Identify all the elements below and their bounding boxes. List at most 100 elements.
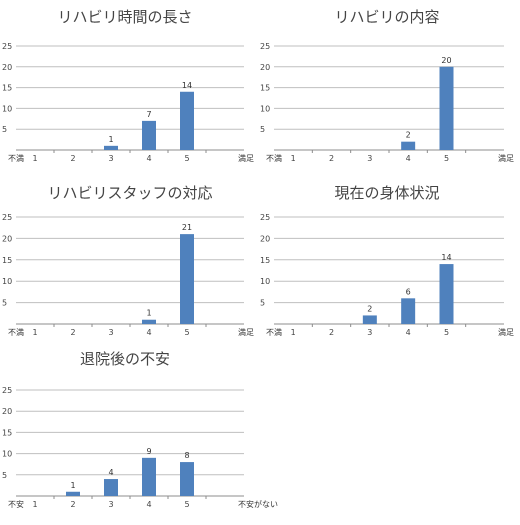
y-tick-label: 25: [2, 386, 12, 395]
scale-right-label: 不安がない: [238, 499, 278, 509]
chart-title: リハビリスタッフの対応: [47, 184, 212, 202]
y-tick-label: 10: [260, 104, 270, 113]
x-tick-label: 1: [32, 154, 37, 163]
chart-panel: 退院後の不安 5 10 15 20 25 1 2 1 3 4 4 9 5 8 不安 不安がない: [0, 345, 278, 525]
data-label: 14: [182, 81, 192, 90]
x-tick-label: 3: [367, 328, 372, 337]
data-label: 6: [406, 287, 411, 296]
chart-svg: 退院後の不安 5 10 15 20 25 1 2 1 3 4 4 9 5 8 不安 不安がない: [2, 350, 278, 509]
scale-left-label: 不満: [8, 328, 24, 337]
x-tick-label: 2: [70, 500, 75, 509]
chart-title: リハビリの内容: [334, 8, 439, 26]
x-tick-label: 4: [406, 328, 411, 337]
bar: [439, 264, 454, 324]
x-tick-label: 4: [146, 500, 151, 509]
y-tick-label: 15: [260, 84, 270, 93]
scale-right-label: 満足: [498, 154, 514, 163]
chart-panel: リハビリスタッフの対応 5 10 15 20 25 1 2 3 4 1 5 21 不満 満足: [0, 172, 260, 344]
x-tick-label: 5: [184, 154, 189, 163]
y-tick-label: 15: [2, 84, 12, 93]
data-label: 14: [441, 253, 451, 262]
x-tick-label: 3: [367, 154, 372, 163]
bar: [401, 298, 416, 324]
x-tick-label: 3: [108, 500, 113, 509]
scale-left-label: 不満: [266, 328, 282, 337]
y-tick-label: 10: [260, 277, 270, 286]
bar: [66, 491, 80, 496]
y-tick-label: 20: [2, 63, 12, 72]
x-tick-label: 5: [184, 500, 189, 509]
bar: [180, 234, 194, 324]
data-label: 4: [108, 468, 113, 477]
y-tick-label: 15: [2, 428, 12, 437]
data-label: 1: [70, 481, 75, 490]
x-tick-label: 2: [70, 154, 75, 163]
y-tick-label: 20: [2, 407, 12, 416]
data-label: 2: [406, 131, 411, 140]
scale-left-label: 不安: [8, 499, 24, 509]
bar: [142, 457, 156, 496]
data-label: 8: [184, 451, 189, 460]
x-tick-label: 5: [444, 328, 449, 337]
bar: [180, 462, 194, 496]
y-tick-label: 20: [260, 63, 270, 72]
bar: [180, 91, 194, 150]
y-tick-label: 10: [2, 277, 12, 286]
x-tick-label: 4: [146, 328, 151, 337]
scale-right-label: 満足: [498, 328, 514, 337]
bar: [362, 315, 377, 324]
data-label: 2: [367, 304, 372, 313]
chart-title: 退院後の不安: [80, 350, 170, 368]
x-tick-label: 3: [108, 328, 113, 337]
x-tick-label: 2: [329, 154, 334, 163]
x-tick-label: 1: [291, 328, 296, 337]
y-tick-label: 25: [2, 42, 12, 51]
x-tick-label: 2: [70, 328, 75, 337]
data-label: 9: [146, 447, 151, 456]
x-tick-label: 4: [406, 154, 411, 163]
bar: [439, 66, 454, 150]
y-tick-label: 5: [2, 125, 7, 134]
x-tick-label: 1: [291, 154, 296, 163]
chart-title: 現在の身体状況: [334, 184, 439, 202]
y-tick-label: 20: [260, 234, 270, 243]
data-label: 7: [146, 110, 151, 119]
y-tick-label: 15: [2, 256, 12, 265]
scale-left-label: 不満: [266, 154, 282, 163]
x-tick-label: 2: [329, 328, 334, 337]
chart-panel: リハビリの内容 5 10 15 20 25 1 2 3 4 2 5 20 不満 満足: [258, 0, 520, 175]
x-tick-label: 1: [32, 328, 37, 337]
chart-panel: リハビリ時間の長さ 5 10 15 20 25 1 2 3 1 4 7 5 14 不満 満足: [0, 0, 260, 175]
data-label: 20: [441, 56, 451, 65]
bar: [104, 145, 118, 150]
y-tick-label: 10: [2, 450, 12, 459]
y-tick-label: 5: [260, 299, 265, 308]
bar: [142, 319, 156, 324]
x-tick-label: 1: [32, 500, 37, 509]
scale-left-label: 不満: [8, 154, 24, 163]
chart-svg: 現在の身体状況 5 10 15 20 25 1 2 3 2 4 6 5 14 不満 満足: [260, 184, 514, 337]
y-tick-label: 25: [260, 213, 270, 222]
data-label: 21: [182, 223, 192, 232]
y-tick-label: 10: [2, 104, 12, 113]
chart-panel: 現在の身体状況 5 10 15 20 25 1 2 3 2 4 6 5 14 不満 満足: [258, 172, 520, 344]
y-tick-label: 25: [2, 213, 12, 222]
y-tick-label: 25: [260, 42, 270, 51]
scale-right-label: 満足: [238, 154, 254, 163]
y-tick-label: 20: [2, 234, 12, 243]
bar: [104, 479, 118, 496]
y-tick-label: 5: [2, 471, 7, 480]
x-tick-label: 4: [146, 154, 151, 163]
x-tick-label: 3: [108, 154, 113, 163]
y-tick-label: 5: [260, 125, 265, 134]
x-tick-label: 5: [444, 154, 449, 163]
data-label: 1: [146, 309, 151, 318]
x-tick-label: 5: [184, 328, 189, 337]
bar: [401, 141, 416, 150]
data-label: 1: [108, 135, 113, 144]
y-tick-label: 5: [2, 299, 7, 308]
